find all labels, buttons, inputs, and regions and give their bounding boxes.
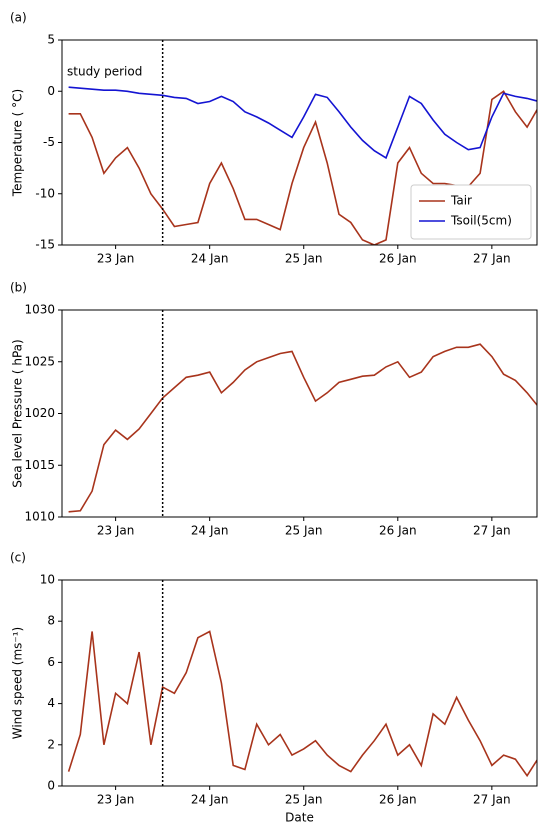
y-axis-label: Temperature ( °C) [11,89,25,197]
annotation: study period [67,65,142,79]
y-tick-label: 1015 [24,458,55,472]
y-tick-label: 1010 [24,510,55,524]
x-tick-label: 24 Jan [191,252,229,266]
y-tick-label: 8 [47,614,55,628]
legend-box [410,184,532,240]
series-line [67,630,537,778]
y-tick-label: -10 [35,186,55,200]
y-tick-label: 1025 [24,354,55,368]
x-tick-label: 23 Jan [97,793,135,807]
x-tick-label: 25 Jan [285,793,323,807]
legend-label: Tsoil(5cm) [450,214,512,228]
x-tick-label: 24 Jan [191,793,229,807]
x-tick-label: 26 Jan [379,793,417,807]
axes-frame [61,39,538,246]
y-tick-label: 4 [47,696,55,710]
y-tick-label: 1020 [24,406,55,420]
x-tick-label: 27 Jan [473,252,511,266]
panel-label: (a) [10,11,27,25]
x-tick-label: 26 Jan [379,524,417,538]
y-tick-label: 5 [47,33,55,47]
series-line [68,86,537,160]
panel-label: (b) [10,281,27,295]
y-tick-label: -5 [43,135,55,149]
x-tick-label: 25 Jan [285,252,323,266]
x-tick-label: 27 Jan [473,524,511,538]
x-tick-label: 26 Jan [379,252,417,266]
x-tick-label: 25 Jan [285,524,323,538]
y-tick-label: 0 [47,779,55,793]
y-tick-label: 10 [40,573,55,587]
series-line [68,343,537,513]
x-tick-label: 27 Jan [473,793,511,807]
y-axis-label: Sea level Pressure ( hPa) [11,339,25,487]
x-tick-label: 23 Jan [97,252,135,266]
plot-area [67,630,537,778]
y-tick-label: 6 [47,655,55,669]
y-tick-label: 0 [47,84,55,98]
y-axis-label: Wind speed (ms⁻¹) [11,627,25,740]
x-tick-label: 24 Jan [191,524,229,538]
y-tick-label: 1030 [24,303,55,317]
axes-frame [61,309,538,518]
plot-area [68,343,537,513]
y-tick-label: -15 [35,238,55,252]
panel-label: (c) [10,551,26,565]
y-tick-label: 2 [47,737,55,751]
x-axis-label: Date [285,811,314,825]
axes-frame [61,579,538,787]
x-tick-label: 23 Jan [97,524,135,538]
legend-label: Tair [450,194,472,208]
